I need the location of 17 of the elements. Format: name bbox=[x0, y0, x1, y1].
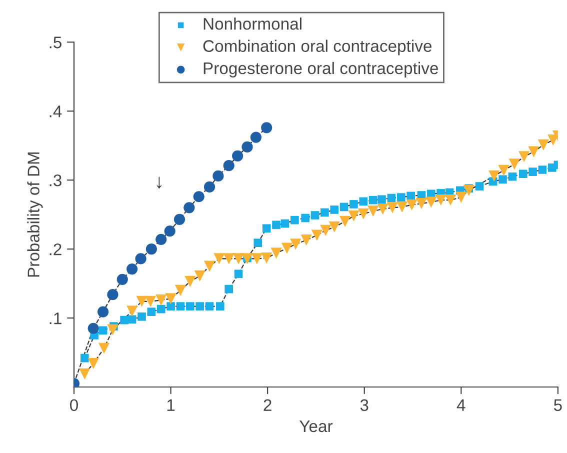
legend-label: Progesterone oral contraceptive bbox=[204, 62, 438, 78]
y-tick-label: .4 bbox=[50, 106, 62, 118]
x-tick-label: 3 bbox=[360, 399, 368, 412]
annotation: ↓ bbox=[156, 176, 162, 188]
y-axis-title: Probability of DM bbox=[27, 152, 43, 277]
x-tick-label: 2 bbox=[264, 399, 272, 411]
x-tick-label: 4 bbox=[456, 399, 466, 411]
y-tick-label: .3 bbox=[50, 174, 62, 186]
x-tick-label: 0 bbox=[70, 399, 78, 412]
legend-label: Nonhormonal bbox=[204, 18, 302, 30]
x-axis-title: Year bbox=[299, 420, 333, 432]
legend-label: Combination oral contraceptive bbox=[203, 40, 432, 56]
y-tick-label: .5 bbox=[50, 36, 62, 48]
x-tick-label: 1 bbox=[167, 399, 175, 411]
y-tick-label: .2 bbox=[50, 243, 62, 256]
y-tick-label: .1 bbox=[50, 312, 62, 324]
x-tick-label: 5 bbox=[554, 399, 562, 412]
